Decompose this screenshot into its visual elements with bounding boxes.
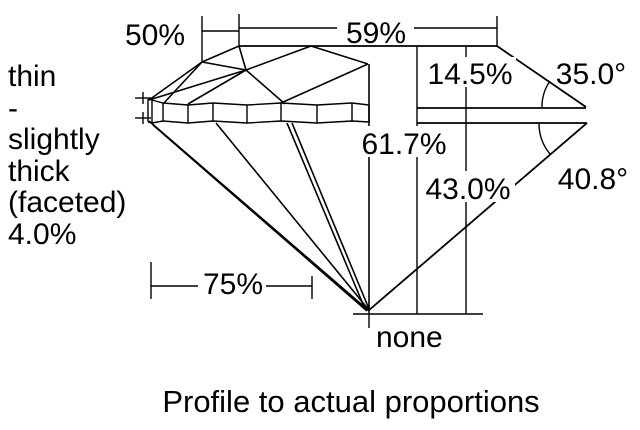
pavilion-facet-lines [148, 120, 370, 312]
total-depth-label-mask [349, 126, 459, 157]
lower-girdle-bracket [150, 262, 313, 299]
pavilion-angle-label: 40.8° [558, 163, 628, 196]
girdle-thickness-line-5: (faceted) [8, 186, 126, 219]
table-size-label: 59% [346, 17, 406, 50]
crown-angle-label: 35.0° [556, 58, 626, 91]
girdle-thickness-line-2: - [8, 92, 18, 125]
pavilion-angle-arc [538, 122, 551, 155]
diagram-caption: Profile to actual proportions [162, 384, 539, 419]
crown-height-label-mask [424, 57, 516, 87]
girdle-thickness-line-3: slightly [8, 123, 100, 156]
star-length-label: 50% [125, 19, 185, 52]
diamond-outline [239, 45, 588, 312]
crown-facet-lines [148, 45, 370, 311]
pavilion-depth-label: 43.0% [425, 173, 510, 206]
girdle-thickness-label: thin - slightly thick (faceted) 4.0% [8, 60, 135, 251]
girdle-band [147, 98, 370, 124]
crown-angle-arc [541, 80, 551, 108]
girdle-thickness-line-4: thick [8, 155, 71, 188]
star-length-bracket [201, 14, 240, 63]
crown-height-label: 14.5% [427, 58, 512, 91]
lower-girdle-length-label: 75% [203, 268, 263, 301]
culet-label: none [376, 321, 443, 354]
girdle-thickness-line-6: 4.0% [8, 218, 76, 251]
table-size-bracket [239, 16, 498, 46]
total-depth-label: 61.7% [361, 128, 446, 161]
girdle-thickness-line-1: thin [8, 60, 56, 93]
pavilion-depth-label-mask [421, 171, 515, 202]
